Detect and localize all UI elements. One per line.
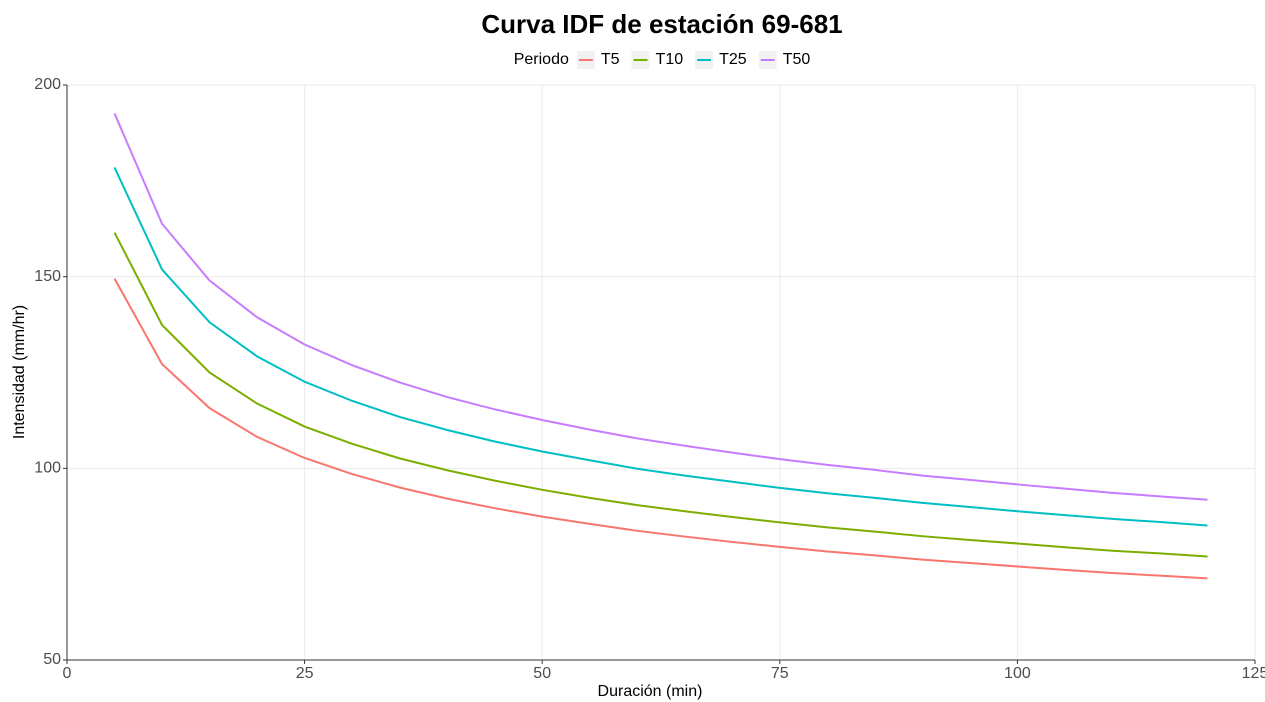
x-tick-label: 0: [63, 665, 72, 682]
y-axis-label: Intensidad (mm/hr): [11, 305, 28, 439]
legend-label: T10: [656, 51, 684, 68]
y-tick-label: 100: [34, 460, 61, 477]
x-tick-label: 100: [1004, 665, 1031, 682]
x-tick-label: 75: [771, 665, 789, 682]
line-series: [113, 232, 1208, 558]
y-tick-label: 150: [34, 268, 61, 285]
chart-title: Curva IDF de estación 69-681: [481, 9, 842, 39]
legend-label: T50: [783, 51, 811, 68]
legend-title: Periodo: [514, 51, 569, 68]
legend-label: T25: [719, 51, 747, 68]
x-tick-label: 125: [1242, 665, 1265, 682]
line-series: [113, 166, 1208, 527]
y-tick-label: 50: [43, 651, 61, 668]
line-series: [113, 278, 1208, 580]
y-tick-label: 200: [34, 76, 61, 93]
legend: Periodo T5 T10 T25 T50: [514, 51, 811, 69]
x-tick-label: 50: [533, 665, 551, 682]
x-tick-label: 25: [296, 665, 314, 682]
legend-label: T5: [601, 51, 620, 68]
x-axis-label: Duración (min): [598, 683, 703, 700]
line-series: [113, 112, 1208, 501]
